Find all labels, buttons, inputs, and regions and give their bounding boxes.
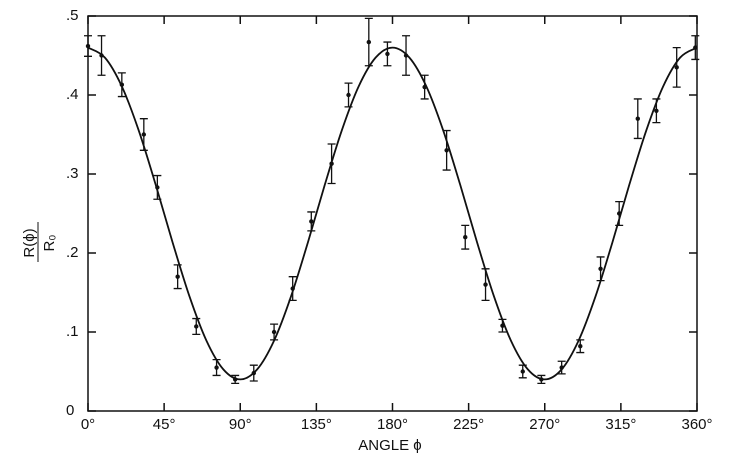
plot-frame [87, 15, 698, 412]
data-point [654, 108, 659, 114]
data-point [214, 365, 219, 370]
y-axis-label-denominator: R₀ [41, 234, 58, 251]
x-tick-label: 0° [81, 416, 95, 433]
data-point [194, 324, 199, 329]
x-tick-label: 180° [377, 416, 408, 433]
x-tick-label: 135° [301, 416, 332, 433]
data-point [85, 43, 91, 49]
data-point [483, 282, 488, 287]
data-point [598, 266, 603, 271]
data-point [366, 39, 372, 45]
x-tick-label: 45° [153, 416, 176, 433]
x-tick-label: 225° [453, 416, 484, 433]
data-point [271, 329, 277, 335]
x-tick-label: 315° [605, 416, 636, 433]
data-point [520, 369, 525, 374]
y-axis-label: R(ϕ) [21, 228, 38, 257]
x-tick-label: 360° [681, 416, 712, 433]
y-tick-label: .1 [66, 323, 79, 340]
data-point [309, 219, 314, 224]
y-tick-label: .4 [66, 86, 79, 103]
y-tick-label: .3 [66, 165, 79, 182]
data-point [578, 344, 583, 349]
data-point [674, 65, 679, 70]
data-point [175, 274, 180, 279]
data-point [635, 116, 640, 121]
data-point [346, 92, 351, 98]
fit-curve [87, 46, 698, 381]
y-tick-label: .5 [66, 7, 79, 24]
x-axis-label: ANGLE ϕ [358, 437, 421, 454]
data-point [463, 235, 468, 240]
x-tick-label: 270° [529, 416, 560, 433]
data-point [444, 148, 449, 153]
data-point [141, 132, 147, 137]
x-tick-label: 90° [229, 416, 252, 433]
data-point [385, 51, 390, 57]
y-tick-label: .2 [66, 244, 79, 261]
y-tick-label: 0 [66, 402, 74, 419]
